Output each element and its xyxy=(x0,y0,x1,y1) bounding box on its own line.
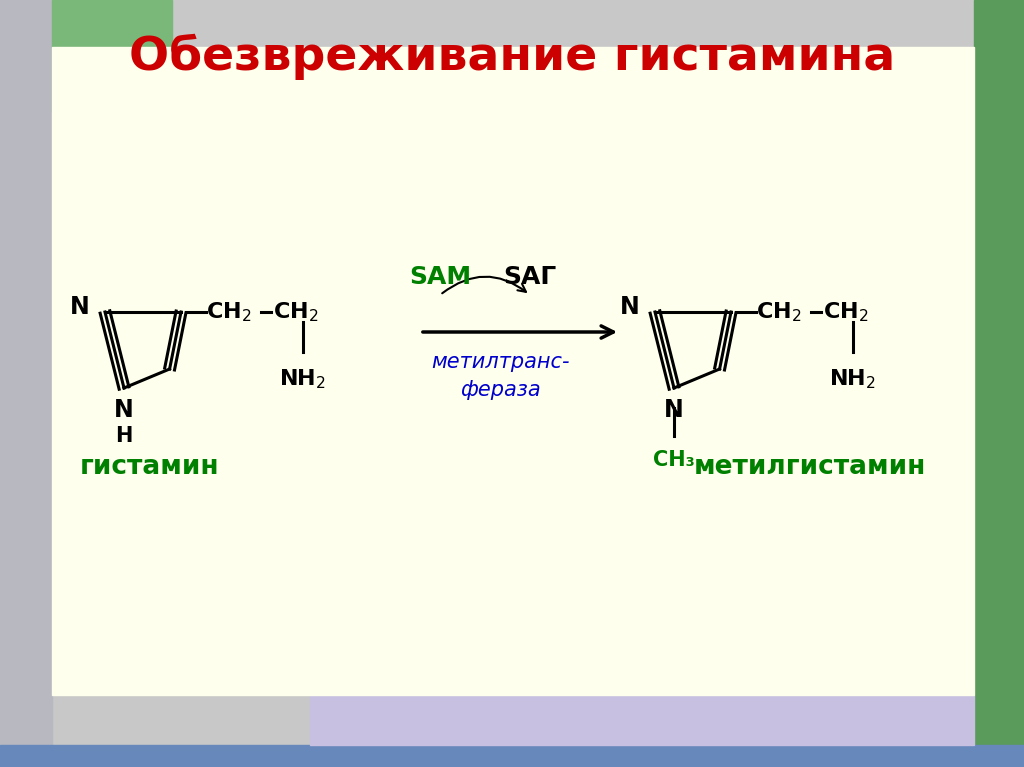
Text: N: N xyxy=(71,295,90,319)
Bar xyxy=(52,0,172,112)
Text: N: N xyxy=(665,398,684,422)
Text: SAГ: SAГ xyxy=(504,265,557,289)
Text: CH$_2$: CH$_2$ xyxy=(823,300,868,324)
Text: NH$_2$: NH$_2$ xyxy=(829,367,877,390)
Bar xyxy=(0,0,52,767)
Bar xyxy=(0,745,1024,767)
Text: фераза: фераза xyxy=(460,380,541,400)
Bar xyxy=(974,0,1024,767)
Text: метилтранс-: метилтранс- xyxy=(431,352,569,372)
Text: CH$_2$: CH$_2$ xyxy=(206,300,252,324)
Text: N: N xyxy=(114,398,134,422)
Text: CH$_2$: CH$_2$ xyxy=(273,300,318,324)
Text: N: N xyxy=(621,295,640,319)
Bar xyxy=(52,47,974,695)
Text: NH$_2$: NH$_2$ xyxy=(280,367,327,390)
Text: H: H xyxy=(116,426,133,446)
Text: SAM: SAM xyxy=(409,265,471,289)
Text: Обезвреживание гистамина: Обезвреживание гистамина xyxy=(129,34,895,80)
Text: CH₃: CH₃ xyxy=(653,450,695,470)
Text: метилгистамин: метилгистамин xyxy=(694,454,926,480)
Text: гистамин: гистамин xyxy=(80,454,220,480)
Bar xyxy=(310,695,974,745)
Text: CH$_2$: CH$_2$ xyxy=(756,300,802,324)
